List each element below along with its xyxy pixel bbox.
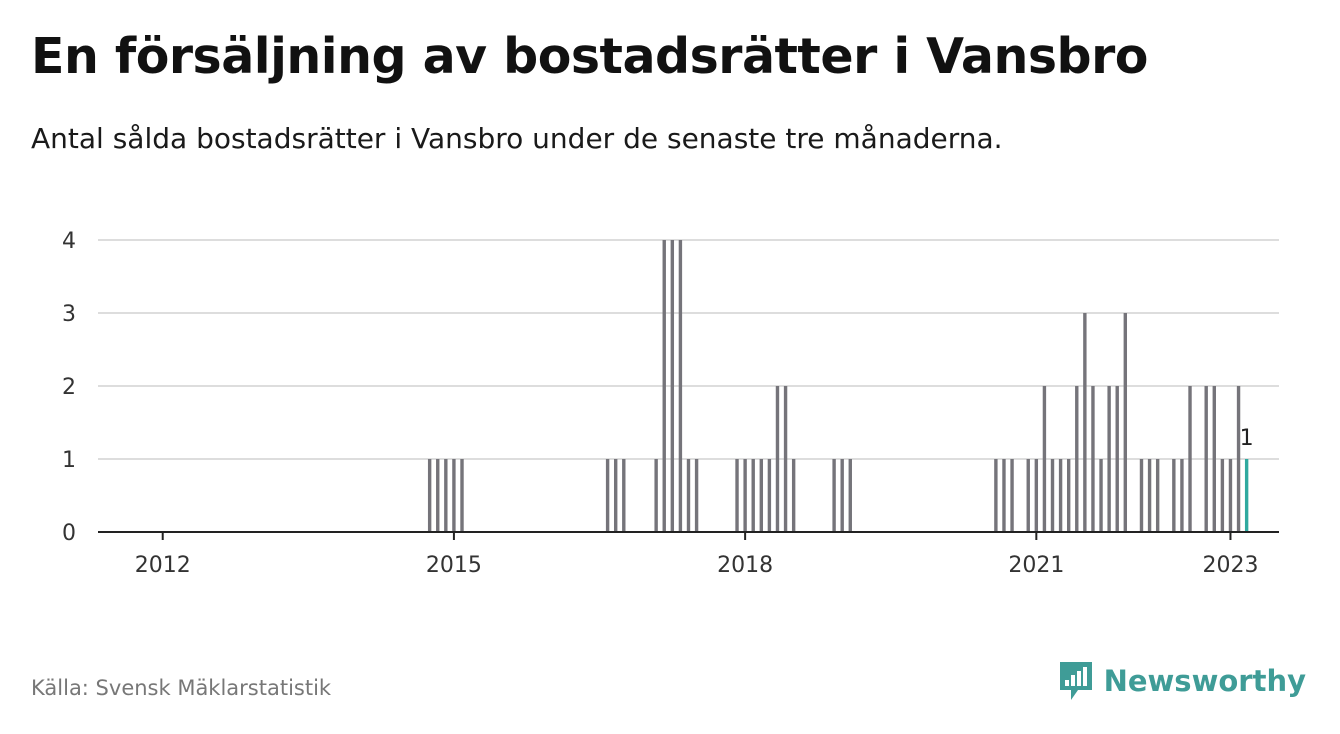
bar: [1050, 459, 1055, 532]
brand-name: Newsworthy: [1103, 664, 1306, 698]
bar: [686, 459, 691, 532]
x-axis-ticks: 2012 2015 2018 2021 2023: [135, 532, 1258, 578]
source-note: Källa: Svensk Mäklarstatistik: [31, 676, 332, 700]
bar: [444, 459, 448, 532]
x-tick-label: 2015: [426, 553, 482, 578]
brand-logo: Newsworthy: [1058, 660, 1306, 702]
bar: [1091, 386, 1095, 532]
gridlines: [98, 239, 1279, 460]
bars: [427, 240, 1249, 532]
bar: [1147, 459, 1152, 532]
x-tick-label: 2023: [1202, 553, 1258, 578]
y-tick-label: 2: [62, 375, 76, 400]
bar: [622, 459, 626, 532]
last-value-label: 1: [1240, 426, 1254, 451]
bar: [694, 459, 699, 532]
bar: [1115, 386, 1119, 532]
bar: [1058, 459, 1063, 532]
y-tick-label: 3: [62, 302, 76, 327]
bar: [1002, 459, 1006, 532]
bar: [1066, 459, 1071, 532]
y-tick-label: 0: [62, 521, 76, 546]
bar: [1075, 386, 1079, 532]
bar: [783, 386, 788, 532]
data-labels: 1: [1240, 426, 1254, 451]
bar: [1042, 386, 1047, 532]
y-tick-label: 1: [62, 448, 76, 473]
bar: [436, 459, 440, 532]
chart-subtitle: Antal sålda bostadsrätter i Vansbro unde…: [31, 122, 1003, 155]
bar: [1172, 459, 1176, 532]
bar-chart: 0 1 2 3 4 2012 2015 2018 2021 2023 1: [62, 229, 1279, 578]
bar: [1123, 313, 1128, 532]
bar: [670, 240, 675, 532]
bar: [775, 386, 780, 532]
chart-title: En försäljning av bostadsrätter i Vansbr…: [31, 28, 1148, 85]
bar: [1228, 459, 1233, 532]
bar: [1034, 459, 1039, 532]
bar: [759, 459, 764, 532]
bar: [1204, 386, 1208, 532]
bar: [848, 459, 852, 532]
bar: [751, 459, 755, 532]
bar: [460, 459, 464, 532]
x-tick-label: 2012: [135, 553, 191, 578]
bar: [1236, 386, 1241, 532]
bar: [1244, 459, 1249, 532]
bar: [662, 240, 666, 532]
bar: [452, 459, 456, 532]
bar: [1188, 386, 1192, 532]
newsworthy-logo-icon: [1059, 662, 1092, 700]
bar: [613, 459, 618, 532]
bar: [767, 459, 772, 532]
y-axis-ticks: 0 1 2 3 4: [62, 229, 76, 546]
bar: [1212, 386, 1216, 532]
bar: [654, 459, 658, 532]
y-tick-label: 4: [62, 229, 76, 254]
bar: [840, 459, 844, 532]
bar: [1026, 459, 1030, 532]
bar: [791, 459, 796, 532]
x-tick-label: 2021: [1008, 553, 1064, 578]
x-tick-label: 2018: [717, 553, 773, 578]
bar: [735, 459, 739, 532]
bar: [1099, 459, 1103, 532]
bar: [605, 459, 610, 532]
bar: [1220, 459, 1225, 532]
bar: [1083, 313, 1087, 532]
bar: [832, 459, 836, 532]
bar: [1139, 459, 1144, 532]
bar: [1180, 459, 1184, 532]
bar: [678, 240, 683, 532]
bar: [1107, 386, 1111, 532]
bar: [1155, 459, 1160, 532]
bar: [427, 459, 432, 532]
bar: [994, 459, 998, 532]
bar: [1010, 459, 1014, 532]
bar: [743, 459, 747, 532]
